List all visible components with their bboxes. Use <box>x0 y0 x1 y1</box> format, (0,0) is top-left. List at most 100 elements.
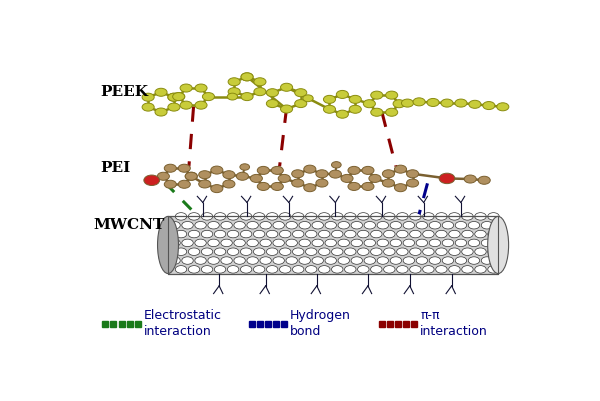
Circle shape <box>469 100 481 108</box>
Circle shape <box>168 93 180 101</box>
Ellipse shape <box>475 230 486 238</box>
Ellipse shape <box>214 230 226 238</box>
Ellipse shape <box>319 265 330 273</box>
Circle shape <box>497 103 509 111</box>
Ellipse shape <box>449 230 460 238</box>
Ellipse shape <box>364 239 376 247</box>
Ellipse shape <box>221 221 232 229</box>
Ellipse shape <box>169 257 180 264</box>
Ellipse shape <box>280 230 291 238</box>
Circle shape <box>227 93 238 100</box>
Ellipse shape <box>214 265 226 273</box>
Circle shape <box>394 184 407 192</box>
Ellipse shape <box>305 248 317 255</box>
Circle shape <box>199 180 211 188</box>
Ellipse shape <box>266 265 278 273</box>
Ellipse shape <box>364 221 376 229</box>
Ellipse shape <box>436 230 447 238</box>
Circle shape <box>164 180 176 188</box>
Ellipse shape <box>286 221 298 229</box>
Ellipse shape <box>351 221 362 229</box>
Ellipse shape <box>332 265 343 273</box>
Ellipse shape <box>202 265 213 273</box>
Ellipse shape <box>403 221 415 229</box>
Circle shape <box>155 108 167 116</box>
Circle shape <box>254 88 266 96</box>
Circle shape <box>228 78 240 86</box>
Ellipse shape <box>488 248 499 255</box>
Ellipse shape <box>319 230 330 238</box>
Ellipse shape <box>397 248 408 255</box>
Circle shape <box>173 93 185 101</box>
Ellipse shape <box>338 239 349 247</box>
Circle shape <box>257 166 269 174</box>
Ellipse shape <box>195 221 206 229</box>
Ellipse shape <box>227 213 239 220</box>
Ellipse shape <box>188 265 200 273</box>
Circle shape <box>362 166 374 174</box>
Ellipse shape <box>410 248 421 255</box>
Ellipse shape <box>358 265 369 273</box>
Text: interaction: interaction <box>144 325 212 338</box>
Circle shape <box>364 100 376 108</box>
Ellipse shape <box>188 230 200 238</box>
Ellipse shape <box>488 213 499 220</box>
Circle shape <box>266 99 278 107</box>
Ellipse shape <box>214 213 226 220</box>
Ellipse shape <box>169 221 180 229</box>
Ellipse shape <box>247 257 259 264</box>
Ellipse shape <box>344 230 356 238</box>
Ellipse shape <box>319 248 330 255</box>
Ellipse shape <box>390 221 401 229</box>
Circle shape <box>349 95 361 103</box>
Ellipse shape <box>344 213 356 220</box>
Ellipse shape <box>383 213 395 220</box>
Ellipse shape <box>462 248 473 255</box>
Text: Electrostatic: Electrostatic <box>144 309 222 322</box>
Ellipse shape <box>305 230 317 238</box>
Ellipse shape <box>260 257 271 264</box>
Circle shape <box>303 95 313 102</box>
Ellipse shape <box>358 248 369 255</box>
Circle shape <box>348 166 360 174</box>
Ellipse shape <box>338 221 349 229</box>
Ellipse shape <box>422 248 434 255</box>
Ellipse shape <box>377 257 389 264</box>
Ellipse shape <box>351 239 362 247</box>
Circle shape <box>199 171 211 179</box>
Circle shape <box>155 88 167 96</box>
Ellipse shape <box>280 248 291 255</box>
Circle shape <box>464 175 476 183</box>
Ellipse shape <box>175 213 187 220</box>
Ellipse shape <box>292 248 304 255</box>
Ellipse shape <box>241 265 252 273</box>
Circle shape <box>180 101 192 109</box>
Circle shape <box>292 170 304 178</box>
Circle shape <box>401 99 413 107</box>
Circle shape <box>281 105 293 113</box>
Ellipse shape <box>247 239 259 247</box>
Circle shape <box>413 98 425 106</box>
Ellipse shape <box>338 257 349 264</box>
Ellipse shape <box>383 265 395 273</box>
Ellipse shape <box>455 221 467 229</box>
Ellipse shape <box>455 239 467 247</box>
Ellipse shape <box>175 265 187 273</box>
Ellipse shape <box>429 257 440 264</box>
Ellipse shape <box>292 265 304 273</box>
Circle shape <box>223 180 235 188</box>
Circle shape <box>250 174 262 182</box>
Ellipse shape <box>325 221 337 229</box>
Ellipse shape <box>312 221 323 229</box>
Ellipse shape <box>455 257 467 264</box>
Text: Hydrogen: Hydrogen <box>290 309 351 322</box>
Ellipse shape <box>312 257 323 264</box>
Circle shape <box>271 182 283 190</box>
Ellipse shape <box>253 265 265 273</box>
Ellipse shape <box>299 221 310 229</box>
Circle shape <box>241 73 253 81</box>
Ellipse shape <box>299 257 310 264</box>
Circle shape <box>271 166 283 174</box>
Circle shape <box>337 90 349 99</box>
Ellipse shape <box>280 265 291 273</box>
